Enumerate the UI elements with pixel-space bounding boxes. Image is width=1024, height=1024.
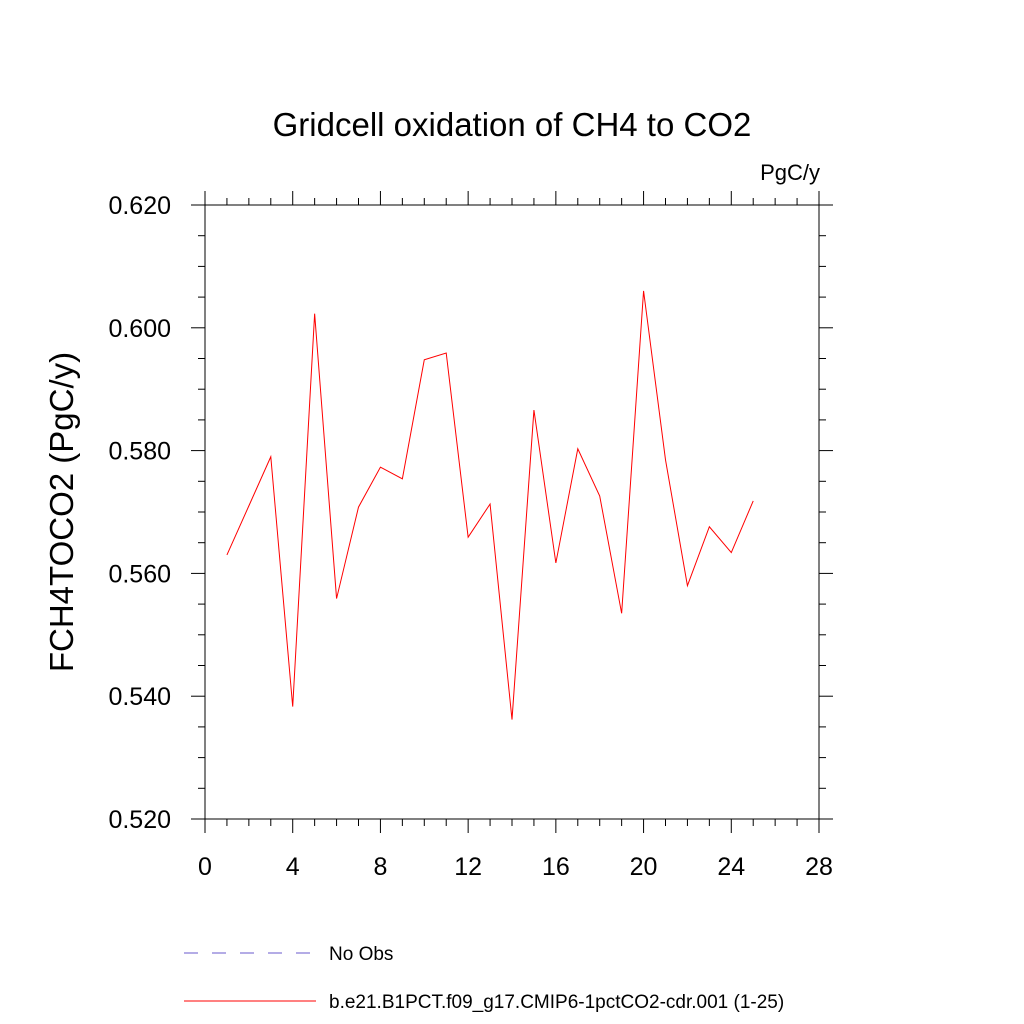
y-tick-label: 0.600 <box>108 315 171 343</box>
x-tick-label: 16 <box>542 853 570 881</box>
y-tick-label: 0.560 <box>108 560 171 588</box>
legend: No Obs b.e21.B1PCT.f09_g17.CMIP6-1pctCO2… <box>184 944 784 1013</box>
plot-frame <box>204 204 820 820</box>
y-tick-label: 0.620 <box>108 192 171 220</box>
x-tick-label: 0 <box>198 853 212 881</box>
legend-no-obs-label: No Obs <box>329 944 393 965</box>
x-tick-label: 28 <box>805 853 833 881</box>
legend-series-label: b.e21.B1PCT.f09_g17.CMIP6-1pctCO2-cdr.00… <box>329 992 784 1013</box>
x-tick-label: 24 <box>717 853 745 881</box>
y-tick-label: 0.520 <box>108 806 171 834</box>
x-tick-label: 8 <box>373 853 387 881</box>
y-tick-label: 0.580 <box>108 438 171 466</box>
y-tick-label: 0.540 <box>108 683 171 711</box>
x-tick-label: 4 <box>286 853 300 881</box>
x-tick-label: 12 <box>454 853 482 881</box>
units-label: PgC/y <box>760 160 820 185</box>
y-axis-label: FCH4TOCO2 (PgC/y) <box>43 352 80 672</box>
x-tick-label: 20 <box>630 853 658 881</box>
series-line <box>226 290 754 720</box>
chart-title: Gridcell oxidation of CH4 to CO2 <box>273 106 752 143</box>
